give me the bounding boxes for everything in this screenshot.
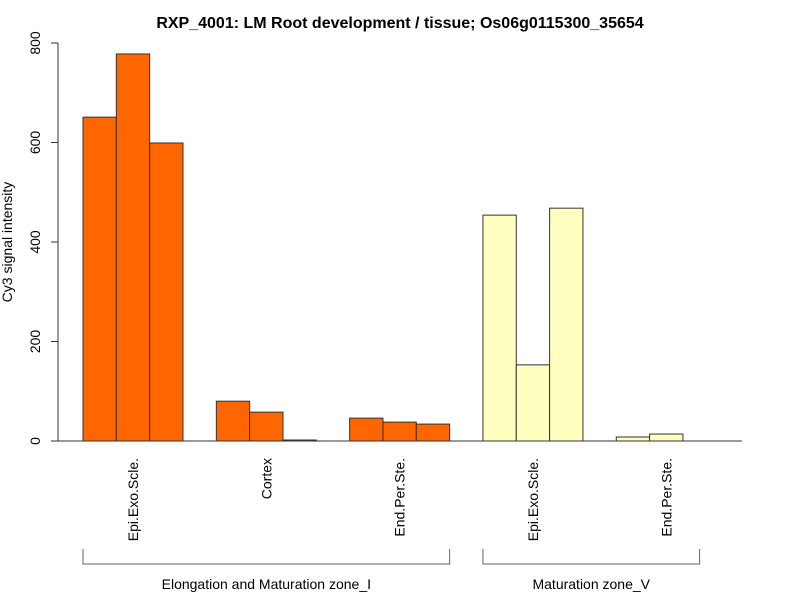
bar (282, 439, 317, 442)
bar (415, 423, 451, 442)
bar (82, 116, 117, 442)
y-tick-label: 0 (27, 437, 43, 445)
bar (149, 142, 184, 442)
x-tick-label: Epi.Exo.Scle. (525, 458, 541, 541)
group-label: Maturation zone_V (532, 576, 650, 592)
group-bracket (482, 549, 701, 565)
bar (549, 207, 584, 442)
bar (115, 53, 151, 442)
bar (482, 214, 517, 442)
bar (515, 364, 551, 442)
y-axis: 0 200 400 600 800 (27, 31, 59, 445)
y-tick-label: 600 (27, 131, 43, 155)
y-tick-label: 400 (27, 230, 43, 254)
x-tick-label: Epi.Exo.Scle. (125, 458, 141, 541)
x-tick-label: End.Per.Ste. (658, 458, 674, 537)
group-label: Elongation and Maturation zone_I (162, 576, 371, 592)
bar (349, 417, 384, 442)
bar (649, 433, 684, 442)
y-tick-label: 200 (27, 330, 43, 354)
group-brackets: Elongation and Maturation zone_I Maturati… (82, 549, 701, 592)
y-tick-label: 800 (27, 31, 43, 55)
bar (382, 421, 417, 442)
bars (82, 53, 684, 442)
x-tick-label: Cortex (258, 458, 274, 499)
x-tick-labels: Epi.Exo.Scle. Cortex End.Per.Ste. Epi.Exo.S… (125, 458, 674, 541)
group-bracket (82, 549, 451, 565)
x-tick-label: End.Per.Ste. (392, 458, 408, 537)
bar (215, 400, 251, 442)
chart-title: RXP_4001: LM Root development / tissue; … (156, 15, 643, 32)
y-axis-label: Cy3 signal intensity (0, 182, 15, 303)
bar (615, 436, 651, 442)
bar (249, 411, 284, 442)
